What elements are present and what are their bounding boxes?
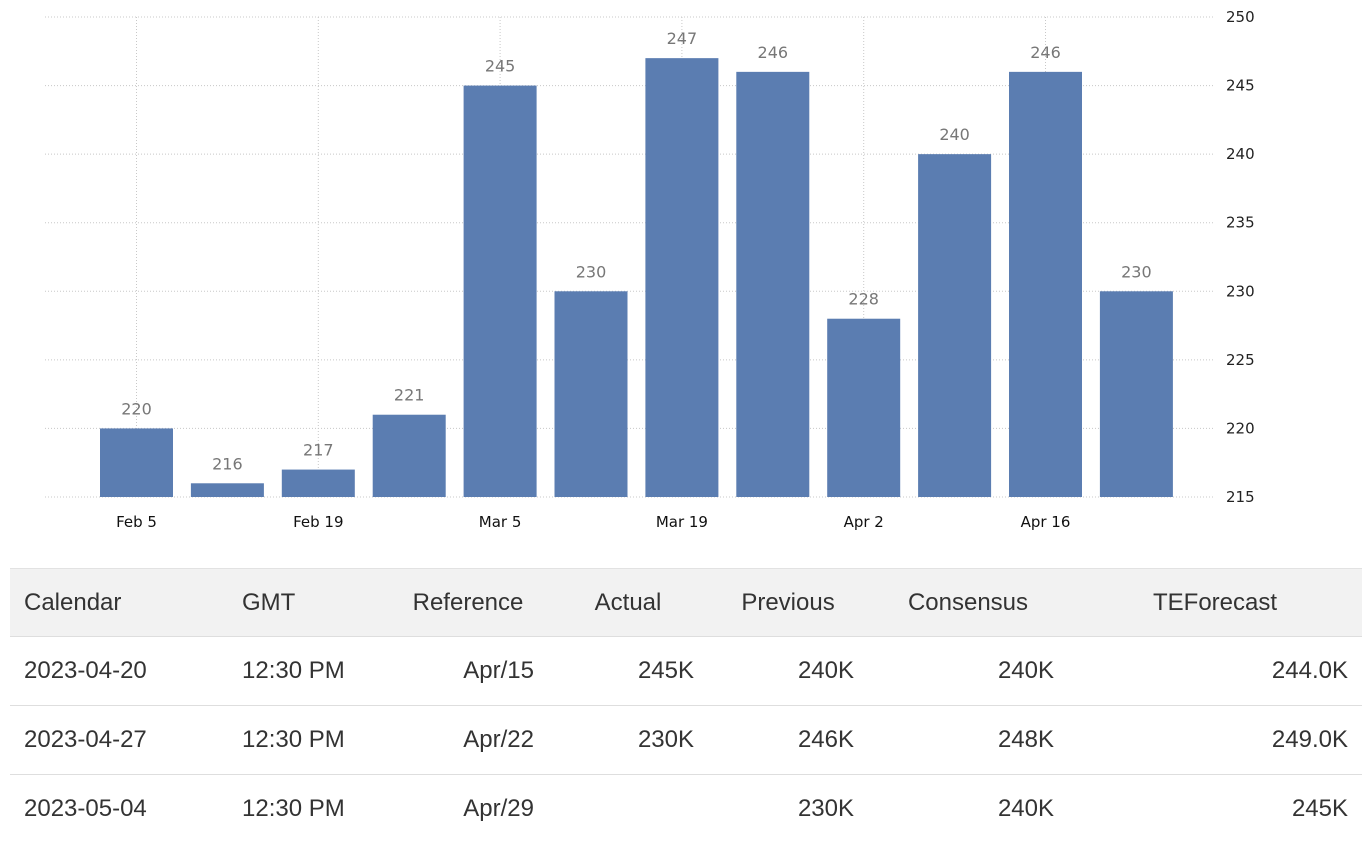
y-tick-label: 230 xyxy=(1226,282,1255,300)
data-label: 230 xyxy=(1121,262,1152,281)
bar xyxy=(1009,71,1082,497)
data-label: 245 xyxy=(485,57,516,76)
data-label: 228 xyxy=(848,290,879,309)
header-previous: Previous xyxy=(741,588,835,616)
table-header-row: Calendar GMT Reference Actual Previous C… xyxy=(10,568,1362,637)
bar xyxy=(1099,291,1173,497)
calendar-table: Calendar GMT Reference Actual Previous C… xyxy=(10,568,1362,844)
cell-teforecast: 245K xyxy=(1291,795,1348,823)
cell-reference: Apr/29 xyxy=(463,795,534,823)
cell-gmt: 12:30 PM xyxy=(242,795,345,823)
cell-teforecast: 249.0K xyxy=(1271,726,1348,753)
cell-calendar: 2023-04-27 xyxy=(24,726,147,753)
bar xyxy=(827,318,901,497)
header-actual: Actual xyxy=(594,588,662,616)
x-tick-label: Mar 19 xyxy=(656,513,708,531)
bar xyxy=(736,71,810,497)
x-tick-label: Apr 2 xyxy=(844,513,884,531)
bar xyxy=(100,428,173,497)
bar xyxy=(645,58,719,498)
cell-consensus: 248K xyxy=(997,726,1054,753)
cell-calendar: 2023-04-20 xyxy=(24,657,147,684)
data-label: 230 xyxy=(576,262,607,281)
x-axis: Feb 5 Feb 19 Mar 5 Mar 19 Apr 2 Apr 16 xyxy=(116,513,1070,531)
table-row: 2023-04-20 12:30 PM Apr/15 245K 240K 240… xyxy=(10,636,1362,706)
cell-reference: Apr/22 xyxy=(463,726,534,753)
cell-consensus: 240K xyxy=(997,795,1054,823)
x-tick-label: Apr 16 xyxy=(1021,513,1071,531)
data-label: 221 xyxy=(394,386,425,405)
cell-actual xyxy=(548,775,708,844)
data-label: 246 xyxy=(1030,43,1061,62)
table-row: 2023-05-04 12:30 PM Apr/29 230K 240K 245… xyxy=(10,774,1362,844)
cell-reference: Apr/15 xyxy=(463,657,534,684)
data-labels: 220 216 217 221 245 230 247 246 228 240 246 230 xyxy=(121,29,1151,473)
header-teforecast: TEForecast xyxy=(1152,588,1278,616)
cell-actual: 230K xyxy=(637,726,694,753)
y-tick-label: 250 xyxy=(1226,8,1255,26)
data-label: 240 xyxy=(939,125,970,144)
cell-previous: 240K xyxy=(797,657,854,684)
bar xyxy=(554,291,628,497)
y-tick-label: 235 xyxy=(1226,214,1255,232)
bar xyxy=(918,154,992,497)
header-consensus: Consensus xyxy=(907,588,1029,616)
header-reference: Reference xyxy=(412,588,524,616)
cell-gmt: 12:30 PM xyxy=(242,726,345,753)
y-tick-label: 215 xyxy=(1226,488,1255,506)
x-tick-label: Feb 19 xyxy=(293,513,343,531)
cell-calendar: 2023-05-04 xyxy=(24,795,147,823)
cell-gmt: 12:30 PM xyxy=(242,657,345,684)
y-tick-label: 225 xyxy=(1226,351,1255,369)
y-tick-label: 240 xyxy=(1226,145,1255,163)
bar xyxy=(463,85,537,498)
data-label: 246 xyxy=(758,43,789,62)
bar xyxy=(372,414,446,497)
cell-teforecast: 244.0K xyxy=(1271,657,1348,684)
data-label: 247 xyxy=(667,29,698,48)
header-calendar: Calendar xyxy=(24,588,122,616)
x-tick-label: Feb 5 xyxy=(116,513,157,531)
bar-chart: 220 216 217 221 245 230 247 246 228 240 246 230 215… xyxy=(45,8,1255,531)
y-tick-label: 245 xyxy=(1226,77,1255,95)
data-label: 216 xyxy=(212,454,243,473)
table-row: 2023-04-27 12:30 PM Apr/22 230K 246K 248… xyxy=(10,705,1362,775)
bar xyxy=(281,469,355,497)
cell-previous: 246K xyxy=(797,726,854,753)
data-label: 220 xyxy=(121,399,152,418)
bars xyxy=(100,58,1173,498)
y-axis: 215 220 225 230 235 240 245 250 xyxy=(1226,8,1255,506)
x-tick-label: Mar 5 xyxy=(479,513,522,531)
bar xyxy=(190,483,264,497)
header-gmt: GMT xyxy=(242,588,296,616)
y-tick-label: 220 xyxy=(1226,419,1255,437)
cell-previous: 230K xyxy=(797,795,854,823)
cell-actual: 245K xyxy=(637,657,694,684)
cell-consensus: 240K xyxy=(997,657,1054,684)
data-label: 217 xyxy=(303,441,334,460)
